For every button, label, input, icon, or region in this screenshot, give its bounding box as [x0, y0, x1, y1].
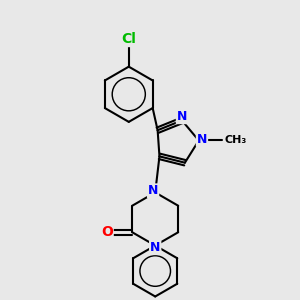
Text: Cl: Cl [121, 32, 136, 46]
Text: O: O [101, 225, 113, 239]
Text: N: N [148, 184, 158, 197]
Text: CH₃: CH₃ [225, 136, 247, 146]
Text: N: N [197, 133, 207, 146]
Text: N: N [150, 241, 160, 254]
Text: N: N [177, 110, 187, 123]
